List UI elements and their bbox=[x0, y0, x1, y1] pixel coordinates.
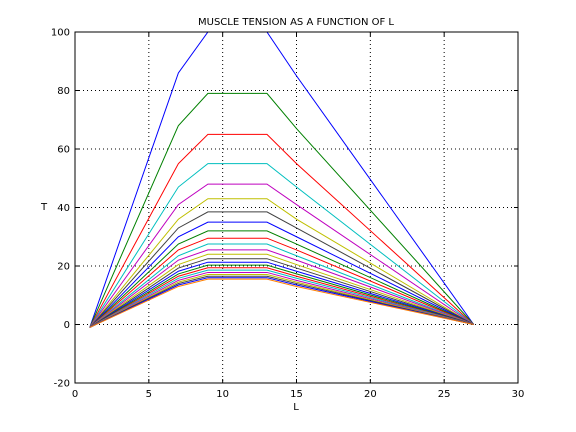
series-line-2 bbox=[89, 92, 475, 328]
series-line-17 bbox=[89, 267, 474, 328]
x-tick-label: 25 bbox=[438, 389, 451, 400]
y-tick-label: 20 bbox=[57, 262, 70, 273]
x-tick-label: 15 bbox=[290, 389, 303, 400]
series-line-14 bbox=[89, 258, 474, 328]
x-tick-label: 10 bbox=[216, 389, 229, 400]
series-line-11 bbox=[89, 243, 474, 328]
series-line-21 bbox=[89, 275, 474, 328]
series-line-6 bbox=[89, 198, 474, 328]
grid bbox=[75, 32, 518, 383]
series-line-9 bbox=[89, 230, 474, 328]
series-line-23 bbox=[89, 278, 474, 328]
series-line-4 bbox=[89, 163, 475, 328]
series-line-5 bbox=[89, 183, 474, 328]
y-tick-label: 80 bbox=[57, 86, 70, 97]
y-tick-label: 60 bbox=[57, 145, 70, 156]
series-line-8 bbox=[89, 221, 474, 328]
series-line-15 bbox=[89, 261, 474, 328]
series-line-16 bbox=[89, 264, 474, 328]
x-tick-label: 5 bbox=[146, 389, 152, 400]
x-axis-label: L bbox=[293, 402, 299, 413]
series-line-22 bbox=[89, 277, 474, 328]
x-tick-label: 20 bbox=[364, 389, 377, 400]
y-tick-label: 40 bbox=[57, 203, 70, 214]
series-line-7 bbox=[89, 211, 474, 328]
y-tick-label: -20 bbox=[54, 379, 70, 390]
x-tick-label: 0 bbox=[72, 389, 78, 400]
y-axis-label: T bbox=[40, 202, 48, 213]
series-line-10 bbox=[89, 237, 474, 328]
x-tick-label: 30 bbox=[512, 389, 525, 400]
series-line-13 bbox=[89, 253, 474, 328]
series-group bbox=[89, 31, 475, 328]
y-tick-label: 0 bbox=[64, 320, 70, 331]
chart-title: MUSCLE TENSION AS A FUNCTION OF L bbox=[198, 17, 394, 28]
series-line-12 bbox=[89, 249, 474, 328]
series-line-19 bbox=[89, 271, 474, 328]
series-line-18 bbox=[89, 269, 474, 328]
series-line-20 bbox=[89, 273, 474, 328]
series-line-3 bbox=[89, 133, 475, 328]
y-tick-label: 100 bbox=[51, 28, 70, 39]
